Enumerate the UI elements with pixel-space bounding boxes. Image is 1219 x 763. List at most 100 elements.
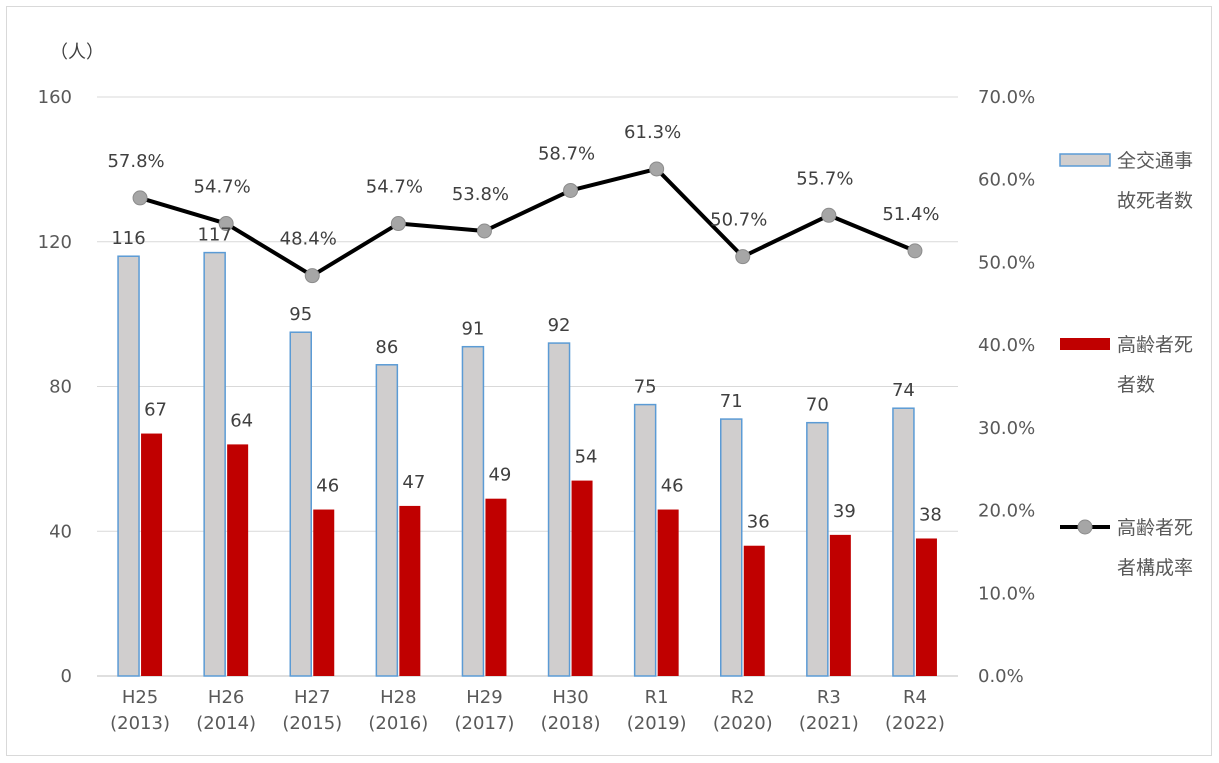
data-label-all-fatalities: 75: [634, 377, 657, 398]
data-label-rate: 48.4%: [280, 229, 337, 250]
rate-point: [563, 182, 579, 198]
bar-elderly-fatalities: [313, 509, 335, 676]
data-label-elderly-fatalities: 67: [144, 400, 167, 421]
data-label-rate: 61.3%: [624, 122, 681, 143]
data-label-all-fatalities: 117: [197, 225, 231, 246]
y-right-tick-label: 50.0%: [978, 252, 1035, 273]
y-right-tick-label: 10.0%: [978, 583, 1035, 604]
y-right-tick-label: 70.0%: [978, 87, 1035, 108]
data-label-elderly-fatalities: 46: [661, 476, 684, 497]
x-tick-label: H29: [466, 687, 502, 708]
data-label-rate: 53.8%: [452, 184, 509, 205]
x-tick-label: H30: [552, 687, 588, 708]
bars: [117, 251, 937, 677]
data-label-elderly-fatalities: 46: [316, 476, 339, 497]
y-axis-unit-label: （人）: [50, 42, 104, 63]
x-tick-label: H27: [294, 687, 330, 708]
data-label-all-fatalities: 71: [720, 391, 743, 412]
bar-all-fatalities: [461, 345, 485, 677]
data-label-all-fatalities: 70: [806, 395, 829, 416]
bar-elderly-fatalities: [829, 534, 851, 676]
bar-all-fatalities: [633, 403, 657, 677]
legend-swatch-elderly-fatalities: [1060, 338, 1110, 350]
bar-elderly-fatalities: [399, 505, 421, 676]
rate-point: [649, 161, 665, 177]
rate-line: [132, 161, 923, 284]
x-tick-label-year: (2018): [541, 713, 601, 734]
legend-swatch-all-fatalities: [1059, 153, 1111, 167]
bar-elderly-fatalities: [571, 480, 593, 676]
rate-point: [390, 216, 406, 232]
legend-marker-rate: [1077, 519, 1093, 535]
data-label-rate: 51.4%: [882, 204, 939, 225]
data-labels: 116 67 117 64 95 46 86 47 91 49 92 54 75 46 71 36 70 39 74…: [107, 122, 941, 533]
chart-frame: [6, 6, 1212, 756]
data-label-rate: 57.8%: [107, 151, 164, 172]
rate-point: [735, 249, 751, 265]
data-label-rate: 58.7%: [538, 143, 595, 164]
legend-label-elderly-fatalities: 高齢者死: [1117, 334, 1193, 356]
x-tick-label-year: (2020): [713, 713, 773, 734]
y-right-tick-label: 30.0%: [978, 418, 1035, 439]
data-label-all-fatalities: 91: [461, 319, 484, 340]
x-tick-label: R3: [817, 687, 841, 708]
bar-elderly-fatalities: [915, 538, 937, 676]
data-label-all-fatalities: 116: [111, 228, 145, 249]
data-label-elderly-fatalities: 39: [833, 501, 856, 522]
data-label-elderly-fatalities: 49: [488, 465, 511, 486]
bar-all-fatalities: [289, 331, 312, 677]
bar-all-fatalities: [117, 255, 140, 677]
x-tick-label-year: (2022): [885, 713, 945, 734]
y-left-tick-label: 80: [49, 377, 72, 398]
rate-point: [304, 268, 320, 284]
x-tick-label-year: (2014): [196, 713, 256, 734]
data-label-all-fatalities: 74: [892, 380, 915, 401]
x-tick-label: H25: [122, 687, 158, 708]
data-label-elderly-fatalities: 47: [402, 472, 425, 493]
data-label-elderly-fatalities: 36: [747, 512, 770, 533]
data-label-rate: 54.7%: [366, 177, 423, 198]
y-right-tick-label: 20.0%: [978, 501, 1035, 522]
y-right-tick-label: 0.0%: [978, 666, 1024, 687]
x-tick-label-year: (2017): [455, 713, 515, 734]
bar-elderly-fatalities: [227, 444, 249, 676]
data-label-elderly-fatalities: 64: [230, 410, 253, 431]
rate-point: [218, 216, 234, 232]
x-tick-label-year: (2016): [368, 713, 428, 734]
rate-point: [821, 207, 837, 223]
y-left-tick-label: 0: [61, 666, 72, 687]
x-tick-label: R2: [731, 687, 755, 708]
legend-label-rate: 高齢者死: [1117, 517, 1193, 539]
bar-all-fatalities: [892, 407, 915, 677]
x-tick-label-year: (2015): [282, 713, 342, 734]
rate-point: [907, 243, 923, 259]
data-label-rate: 50.7%: [710, 210, 767, 231]
y-right-tick-label: 60.0%: [978, 170, 1035, 191]
x-tick-label: R1: [645, 687, 669, 708]
rate-point: [476, 223, 492, 239]
x-tick-label-year: (2021): [799, 713, 859, 734]
x-tick-label: H26: [208, 687, 244, 708]
data-label-elderly-fatalities: 54: [575, 447, 598, 468]
rate-line-path: [139, 166, 916, 278]
y-left-tick-label: 160: [38, 87, 72, 108]
legend-label-all-fatalities: 全交通事: [1117, 150, 1193, 172]
data-label-all-fatalities: 92: [548, 315, 571, 336]
x-tick-label-year: (2019): [627, 713, 687, 734]
y-right-tick-label: 40.0%: [978, 335, 1035, 356]
x-tick-label: R4: [903, 687, 927, 708]
y-left-tick-label: 120: [38, 232, 72, 253]
bar-elderly-fatalities: [657, 509, 679, 676]
x-tick-label: H28: [380, 687, 416, 708]
data-label-elderly-fatalities: 38: [919, 504, 942, 525]
x-tick-label-year: (2013): [110, 713, 170, 734]
rate-point: [132, 190, 148, 206]
bar-elderly-fatalities: [743, 545, 765, 676]
y-left-tick-label: 40: [49, 521, 72, 542]
bar-all-fatalities: [720, 418, 743, 677]
axis-labels: 0 40 80 120 160 0.0% 10.0% 20.0% 30.0% 40.0% 50.0%…: [38, 87, 1036, 734]
bar-elderly-fatalities: [141, 433, 163, 676]
data-label-all-fatalities: 86: [375, 337, 398, 358]
